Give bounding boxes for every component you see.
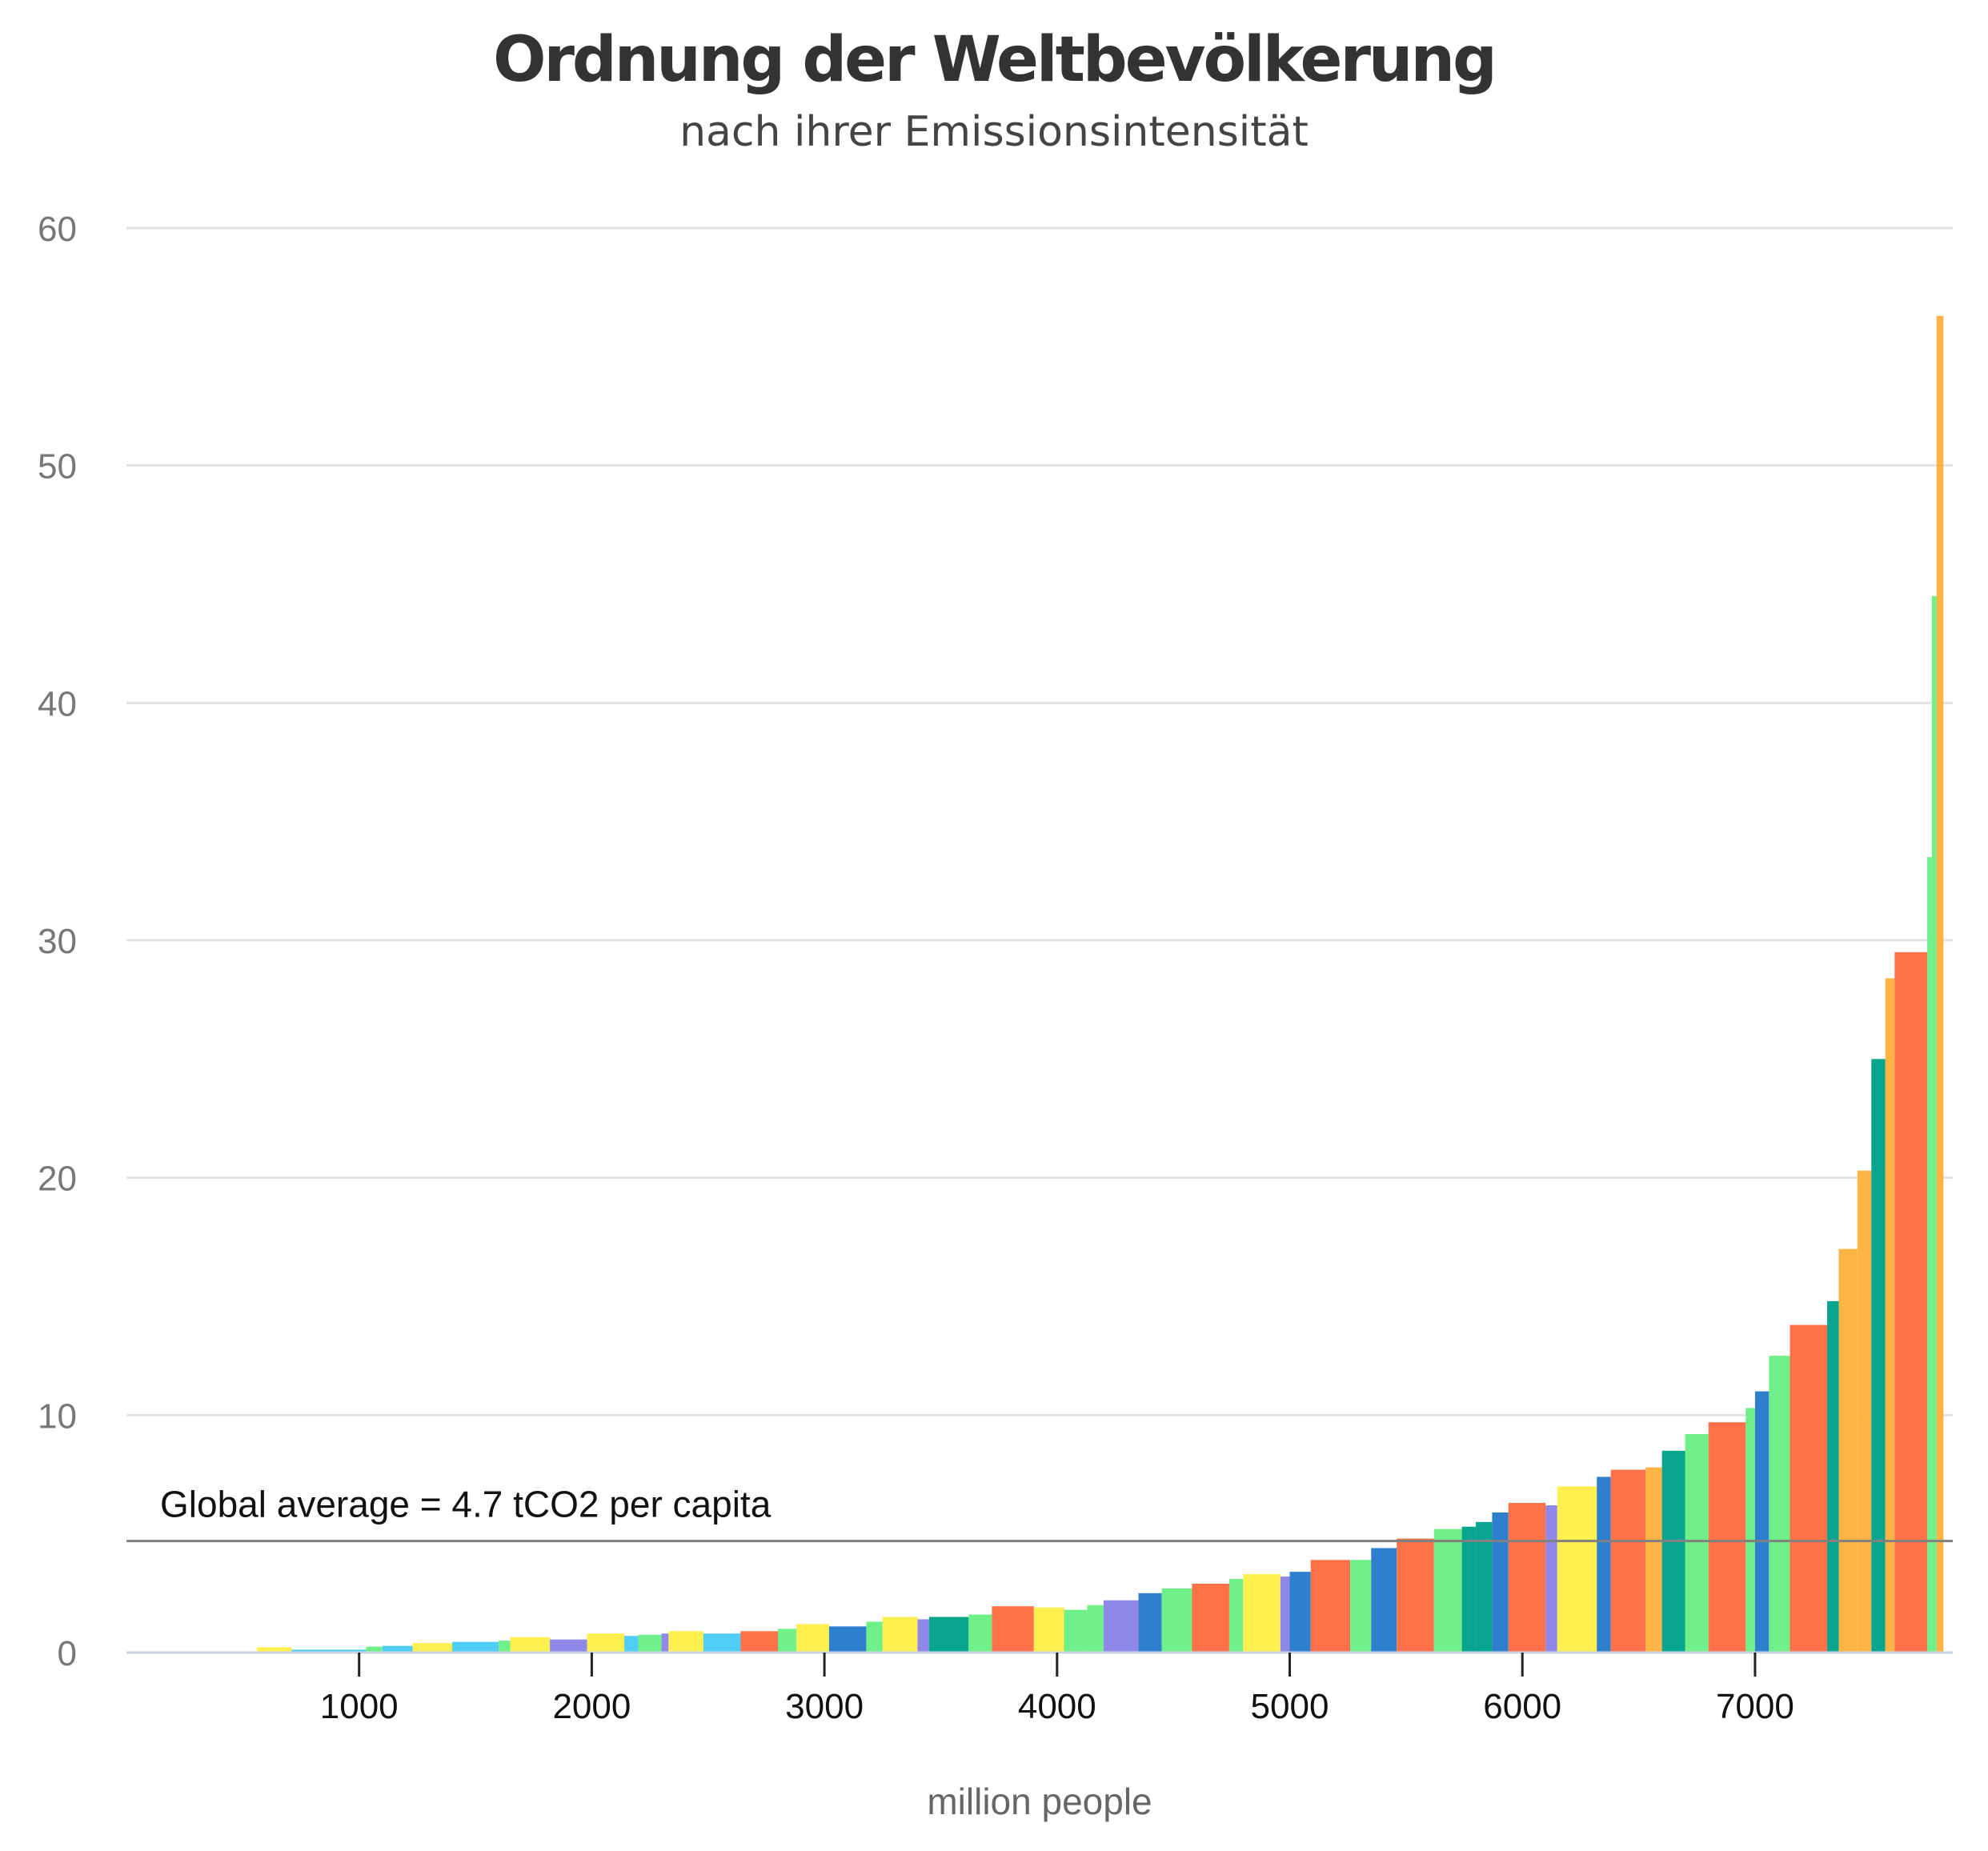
- bar: [1857, 1170, 1872, 1653]
- bar: [451, 1641, 499, 1653]
- bar: [1597, 1476, 1611, 1653]
- bar: [1371, 1548, 1397, 1653]
- bar: [1708, 1422, 1746, 1653]
- bar: [1087, 1605, 1104, 1653]
- bar: [1492, 1512, 1509, 1653]
- bar: [661, 1633, 669, 1653]
- bar: [1289, 1572, 1311, 1653]
- bar: [412, 1643, 452, 1653]
- bar: [1228, 1579, 1244, 1653]
- bar: [1827, 1300, 1839, 1653]
- bar: [1310, 1560, 1351, 1653]
- bar: [1557, 1486, 1597, 1653]
- bar: [1192, 1583, 1229, 1653]
- x-tick-label: 3000: [785, 1687, 864, 1726]
- y-tick-label: 0: [58, 1634, 77, 1673]
- bar: [366, 1646, 383, 1653]
- bar: [1610, 1469, 1646, 1653]
- x-tick-label: 6000: [1483, 1687, 1561, 1726]
- y-tick-label: 10: [38, 1396, 77, 1436]
- bar: [1397, 1538, 1434, 1653]
- bar: [992, 1606, 1034, 1653]
- x-tick-label: 7000: [1716, 1687, 1794, 1726]
- bar: [1894, 952, 1928, 1653]
- bar: [917, 1619, 929, 1653]
- bar: [828, 1626, 867, 1653]
- bar: [703, 1633, 741, 1653]
- bar: [1927, 857, 1932, 1653]
- x-axis: 1000 2000 3000 4000 5000 6000 7000: [126, 1651, 1953, 1726]
- bar: [382, 1645, 413, 1653]
- y-tick-label: 60: [38, 210, 77, 249]
- bar: [1661, 1450, 1685, 1653]
- y-tick-label: 30: [38, 922, 77, 961]
- x-tick-label: 4000: [1018, 1687, 1096, 1726]
- x-tick-label: 1000: [320, 1687, 399, 1726]
- bar: [1350, 1560, 1372, 1653]
- bar: [587, 1633, 625, 1653]
- bar: [1769, 1356, 1790, 1653]
- y-tick-label: 40: [38, 684, 77, 723]
- bar: [1931, 595, 1937, 1653]
- bar: [550, 1639, 587, 1653]
- bar: [256, 1647, 292, 1653]
- bar: [1243, 1574, 1281, 1653]
- bar: [968, 1614, 992, 1653]
- chart-title: Ordnung der Weltbevölkerung: [493, 24, 1497, 96]
- x-tick-label: 2000: [552, 1687, 631, 1726]
- bar: [1871, 1059, 1886, 1653]
- bar: [1936, 315, 1944, 1653]
- bar: [668, 1631, 703, 1653]
- bar: [1476, 1521, 1493, 1653]
- x-tick-label: 5000: [1251, 1687, 1329, 1726]
- bar: [928, 1617, 969, 1653]
- bar: [1645, 1467, 1662, 1653]
- global-average-label: Global average = 4.7 tCO2 per capita: [160, 1484, 772, 1525]
- x-axis-title: million people: [927, 1781, 1152, 1822]
- bar: [1838, 1248, 1858, 1653]
- bar: [866, 1621, 883, 1653]
- bar: [796, 1624, 829, 1653]
- bar: [1790, 1324, 1828, 1653]
- bar: [1746, 1408, 1755, 1653]
- reference-line-group: Global average = 4.7 tCO2 per capita: [126, 1484, 1953, 1543]
- bar: [1064, 1609, 1088, 1653]
- bar: [510, 1637, 551, 1653]
- bar: [1461, 1526, 1477, 1653]
- bar: [1161, 1588, 1192, 1653]
- bar: [1138, 1593, 1162, 1653]
- y-tick-label: 20: [38, 1160, 77, 1199]
- bar: [638, 1634, 662, 1653]
- bar: [1885, 978, 1895, 1653]
- bar: [1685, 1434, 1709, 1653]
- bar: [624, 1636, 639, 1653]
- bar: [1754, 1391, 1770, 1653]
- bar: [777, 1629, 797, 1653]
- bar: [1103, 1600, 1139, 1653]
- bar: [291, 1649, 367, 1653]
- grid-lines: 0 10 20 30 40 50 60: [38, 210, 1953, 1673]
- bar: [1433, 1528, 1462, 1653]
- chart-subtitle: nach ihrer Emissionsintensität: [679, 108, 1309, 156]
- bar: [1280, 1577, 1290, 1653]
- bar: [1508, 1503, 1546, 1653]
- y-tick-label: 50: [38, 447, 77, 487]
- bar: [882, 1617, 918, 1653]
- bar: [1033, 1607, 1064, 1653]
- bar: [740, 1631, 778, 1653]
- bar: [1545, 1505, 1557, 1653]
- bar: [499, 1641, 511, 1653]
- bars: [126, 315, 1944, 1653]
